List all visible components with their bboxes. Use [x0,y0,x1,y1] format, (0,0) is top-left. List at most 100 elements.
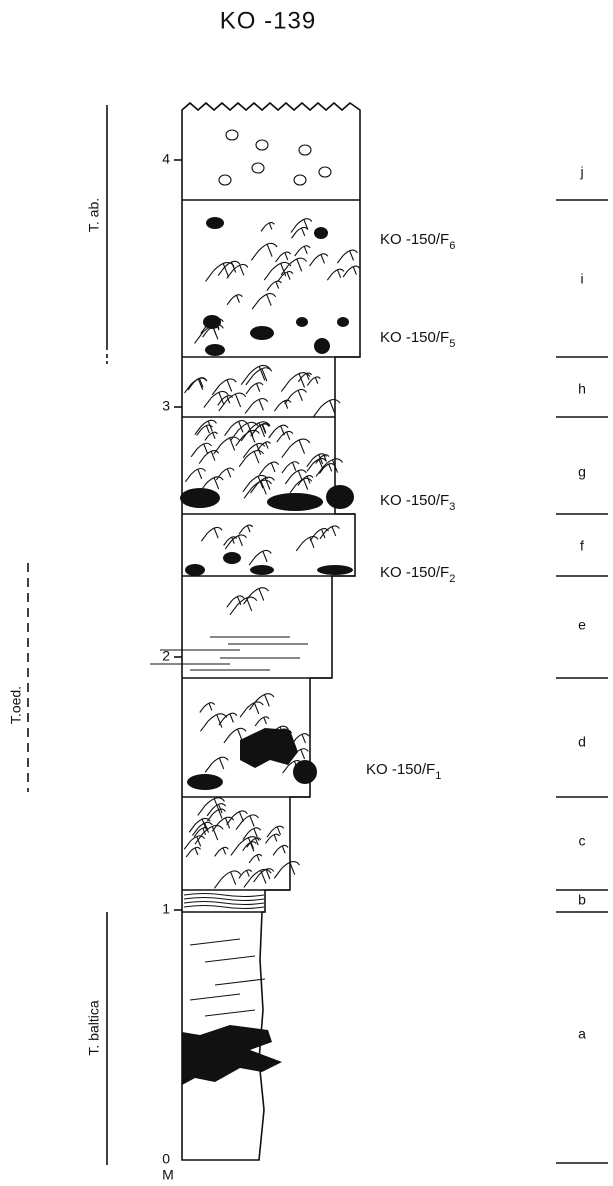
burrow [216,468,234,480]
burrow [199,451,219,464]
burrow [206,263,235,282]
sample-subscript: 3 [449,501,455,513]
burrow [201,527,222,541]
burrow [212,379,236,395]
burrow [254,869,274,882]
burrow [218,261,240,275]
burrow [307,459,326,472]
lamination [215,979,265,985]
sample-label: KO -150/F5 [380,329,455,350]
burrow [245,399,267,414]
burrow [277,431,293,442]
burrow [236,430,260,446]
tick-label: 1 [162,901,170,917]
burrow [274,400,290,411]
sample-subscript: 1 [435,770,441,782]
pebble [299,145,311,155]
layer-letter: e [578,617,586,633]
nodule [314,338,330,354]
burrow [252,294,275,310]
burrow [215,847,229,856]
page-body: {"title": "KO -139", "depth_axis": {"tic… [0,0,613,1186]
pebble [219,175,231,185]
nodule [296,317,308,327]
nodule [240,728,298,768]
burrow [275,252,290,262]
burrow [184,836,204,849]
burrow [249,694,274,710]
burrow [240,702,263,717]
burrow [249,550,271,565]
burrow [259,462,278,475]
burrow [337,250,357,263]
nodule [250,326,274,340]
burrow [185,378,207,393]
burrow [205,757,228,772]
burrow [269,425,288,438]
nodule [187,774,223,790]
tick-label: 0 [162,1151,170,1167]
burrow [227,295,242,305]
zone-label: T. ab. [86,198,102,232]
burrow [185,469,205,482]
burrow [307,377,320,386]
nodules [180,217,354,1085]
burrow [281,373,310,392]
nodule [326,485,354,509]
samples: KO -150/F6 KO -150/F5 KO -150/F3 KO -150… [366,231,455,782]
burrow [313,399,340,417]
sample-text: KO -150/F [366,761,435,778]
lamination [184,906,264,909]
burrow [291,219,312,233]
burrow [200,714,226,732]
burrow [191,443,211,457]
burrow [267,281,282,291]
burrow [205,432,218,440]
burrow [310,254,328,266]
lamination [184,902,264,905]
tick-label: 3 [162,398,170,414]
burrow [195,324,224,343]
burrow [277,272,293,282]
sample-label: KO -150/F3 [380,492,455,513]
burrow [244,588,269,604]
layer-letter: d [578,734,586,750]
nodule [182,1025,282,1085]
layer-letter: c [579,833,586,849]
zones: T. ab. T.oed. T. baltica [8,105,107,1165]
layer-letter: a [578,1026,586,1042]
sample-subscript: 6 [449,240,455,252]
sample-label: KO -150/F2 [380,564,455,585]
burrow [264,262,291,280]
depth-axis: 0 1 2 3 4 M [162,151,182,1183]
burrow [285,389,307,403]
burrow [249,854,262,862]
layer-letter: g [578,464,586,480]
sample-subscript: 2 [449,573,455,585]
burrow [274,862,299,879]
layer-letter: h [578,381,586,397]
sample-label: KO -150/F1 [366,761,441,782]
zone-label: T.oed. [8,686,24,724]
burrow [219,713,237,725]
nodule [206,217,224,229]
zone-label: T. baltica [86,1000,102,1055]
burrow [204,391,228,407]
layer-scale: jihgfedcba [556,164,608,1163]
lamination [184,898,264,901]
nodule [205,344,225,356]
burrow [295,246,310,256]
sample-label: KO -150/F6 [380,231,455,252]
burrow [255,717,269,726]
column-outline [182,103,360,1160]
lamination [205,956,255,962]
nodule [250,565,274,575]
nodule [223,552,241,564]
burrow [198,798,225,816]
burrow [200,703,215,713]
burrow [227,264,248,278]
pebble [294,175,306,185]
burrow [214,871,240,888]
lamination [190,994,240,1000]
layer-letter: b [578,892,586,908]
